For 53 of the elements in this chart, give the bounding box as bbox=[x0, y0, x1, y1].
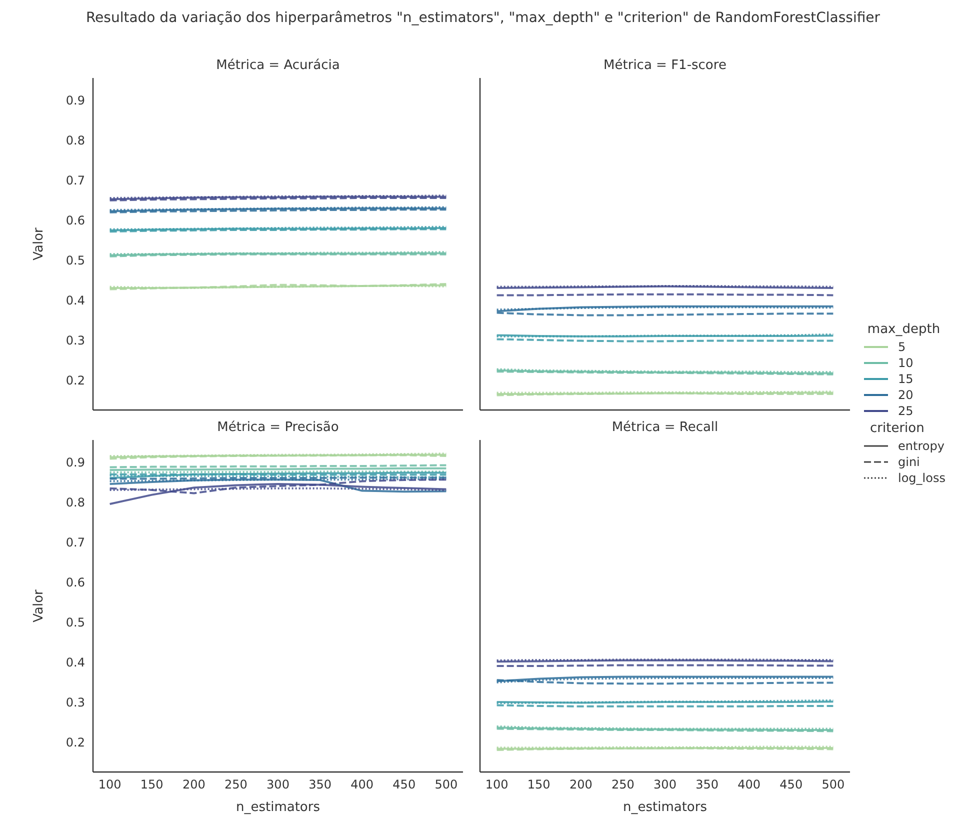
chart-title: Métrica = Acurácia bbox=[215, 58, 341, 73]
text: log_loss bbox=[898, 471, 946, 485]
y-tick-label: 0.7 bbox=[66, 173, 85, 188]
x-tick-label: 250 bbox=[612, 778, 634, 792]
x-tick-label: 450 bbox=[780, 778, 803, 792]
x-tick-label: 400 bbox=[350, 778, 374, 792]
x-tick-label: 500 bbox=[434, 778, 458, 792]
x-axis-title: n_estimators bbox=[236, 800, 320, 815]
y-tick-label: 0.8 bbox=[66, 495, 85, 510]
y-tick-label: 0.4 bbox=[66, 655, 85, 670]
legend-label: 5 bbox=[898, 340, 906, 354]
x-tick-label: 350 bbox=[308, 778, 332, 792]
legend-label: 15 bbox=[898, 372, 914, 386]
x-tick-label: 150 bbox=[140, 778, 164, 792]
y-tick-label: 0.2 bbox=[66, 735, 85, 750]
y-tick-label: 0.9 bbox=[66, 93, 85, 108]
legend-label: 20 bbox=[898, 388, 914, 402]
x-tick-label: 500 bbox=[822, 778, 845, 792]
text: gini bbox=[898, 455, 920, 469]
y-tick-label: 0.5 bbox=[66, 615, 85, 630]
y-tick-label: 0.6 bbox=[66, 575, 85, 590]
y-axis-title: Valor bbox=[32, 226, 47, 260]
chart-title: Métrica = F1-score bbox=[602, 58, 728, 73]
y-tick-label: 0.4 bbox=[66, 293, 85, 308]
chart-title: Métrica = Precisão bbox=[216, 420, 340, 435]
x-tick-label: 450 bbox=[392, 778, 416, 792]
text: criterion bbox=[870, 421, 926, 436]
legend-label: 25 bbox=[898, 404, 914, 418]
x-tick-label: 100 bbox=[485, 778, 508, 792]
x-tick-label: 200 bbox=[182, 778, 206, 792]
legend-title: max_depth bbox=[866, 322, 942, 337]
text: entropy bbox=[898, 439, 944, 453]
y-tick-label: 0.6 bbox=[66, 213, 85, 228]
x-axis-title: n_estimators bbox=[622, 800, 708, 815]
y-tick-label: 0.3 bbox=[66, 333, 85, 348]
y-tick-label: 0.3 bbox=[66, 695, 85, 710]
y-tick-label: 0.2 bbox=[66, 373, 85, 388]
text: Resultado da variação dos hiperparâmetros "n_estimators", "max_depth" e "criterion" de RandomForestClassifier bbox=[84, 10, 882, 26]
y-tick-label: 0.5 bbox=[66, 253, 85, 268]
x-tick-label: 100 bbox=[98, 778, 122, 792]
y-tick-label: 0.8 bbox=[66, 133, 85, 148]
x-tick-label: 300 bbox=[266, 778, 290, 792]
x-tick-label: 150 bbox=[527, 778, 550, 792]
y-axis-title: Valor bbox=[32, 588, 47, 622]
legend-label: 10 bbox=[898, 356, 914, 370]
x-tick-label: 350 bbox=[696, 778, 718, 792]
x-tick-label: 200 bbox=[569, 778, 592, 792]
x-tick-label: 400 bbox=[738, 778, 761, 792]
x-tick-label: 300 bbox=[654, 778, 676, 792]
y-tick-label: 0.9 bbox=[66, 455, 85, 470]
y-tick-label: 0.7 bbox=[66, 535, 85, 550]
x-tick-label: 250 bbox=[224, 778, 248, 792]
chart-title: Métrica = Recall bbox=[610, 420, 720, 435]
